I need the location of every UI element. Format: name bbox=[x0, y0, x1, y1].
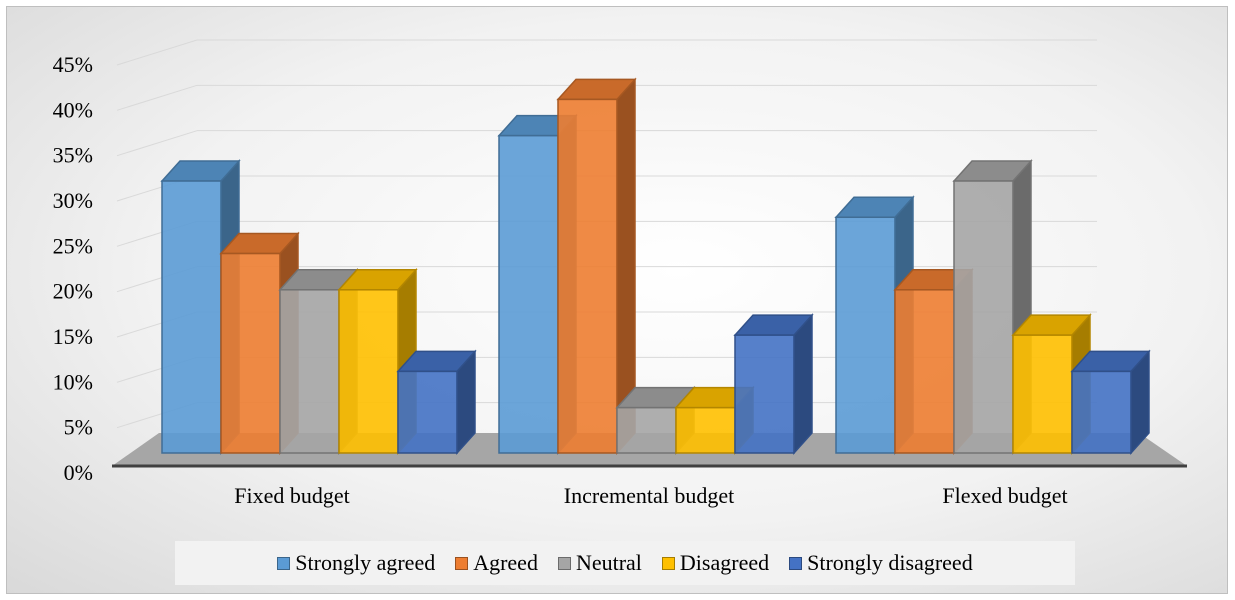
legend-swatch bbox=[455, 556, 469, 570]
chart-legend: Strongly agreed Agreed Neutral Disagreed… bbox=[175, 541, 1075, 585]
legend-item-disagreed: Disagreed bbox=[661, 550, 770, 576]
gridline-diagonal bbox=[116, 84, 198, 111]
bar-front-face bbox=[161, 180, 222, 454]
bar-front-face bbox=[675, 406, 736, 454]
bar bbox=[160, 159, 241, 455]
bar bbox=[733, 313, 814, 455]
legend-label: Strongly disagreed bbox=[807, 550, 973, 575]
bar-front-face bbox=[498, 134, 559, 454]
y-tick-label: 5% bbox=[64, 415, 93, 440]
x-category-label: Incremental budget bbox=[564, 483, 734, 508]
bar bbox=[556, 77, 637, 455]
y-tick-label: 30% bbox=[53, 188, 93, 213]
bar-front-face bbox=[279, 289, 340, 454]
y-tick-label: 20% bbox=[53, 279, 93, 304]
legend-swatch bbox=[277, 556, 291, 570]
y-tick-label: 10% bbox=[53, 369, 93, 394]
legend-label: Agreed bbox=[473, 550, 538, 575]
legend-label: Disagreed bbox=[679, 550, 770, 575]
y-tick-label: 45% bbox=[53, 52, 93, 77]
bar-front-face bbox=[894, 289, 955, 454]
x-category-label: Fixed budget bbox=[234, 483, 350, 508]
gridline-diagonal bbox=[116, 130, 198, 157]
bar-front-face bbox=[338, 289, 399, 454]
y-tick-label: 35% bbox=[53, 143, 93, 168]
gridline-diagonal bbox=[116, 39, 198, 66]
legend-swatch bbox=[661, 556, 675, 570]
bar-front-face bbox=[1012, 334, 1073, 454]
bar-front-face bbox=[953, 180, 1014, 454]
chart-plot: 0% 5% 10% 15% 20% 25% 30% 35% 40% 45% Fixed budge… bbox=[53, 39, 1187, 508]
legend-swatch bbox=[789, 556, 803, 570]
y-tick-label: 15% bbox=[53, 324, 93, 349]
legend-swatch bbox=[557, 556, 571, 570]
bar-front-face bbox=[397, 370, 458, 454]
bar bbox=[1070, 349, 1151, 455]
bar-front-face bbox=[616, 406, 677, 454]
legend-item-neutral: Neutral bbox=[557, 550, 642, 576]
legend-label: Strongly agreed bbox=[295, 550, 436, 575]
chart-area: 0% 5% 10% 15% 20% 25% 30% 35% 40% 45% Fixed budge… bbox=[6, 6, 1228, 594]
bar-front-face bbox=[835, 216, 896, 454]
legend-label: Neutral bbox=[575, 550, 642, 575]
bar bbox=[396, 349, 477, 455]
bar-side-face bbox=[793, 313, 813, 455]
y-tick-label: 25% bbox=[53, 233, 93, 258]
legend-item-strongly-agreed: Strongly agreed bbox=[277, 550, 435, 576]
x-category-label: Flexed budget bbox=[942, 483, 1067, 508]
bar-front-face bbox=[220, 252, 281, 454]
bar-front-face bbox=[1071, 370, 1132, 454]
y-tick-label: 40% bbox=[53, 97, 93, 122]
bar-front-face bbox=[734, 334, 795, 454]
legend-item-agreed: Agreed bbox=[455, 550, 538, 576]
legend-item-strongly-disagreed: Strongly disagreed bbox=[789, 550, 973, 576]
y-tick-label: 0% bbox=[64, 460, 93, 485]
bar-front-face bbox=[557, 98, 618, 454]
